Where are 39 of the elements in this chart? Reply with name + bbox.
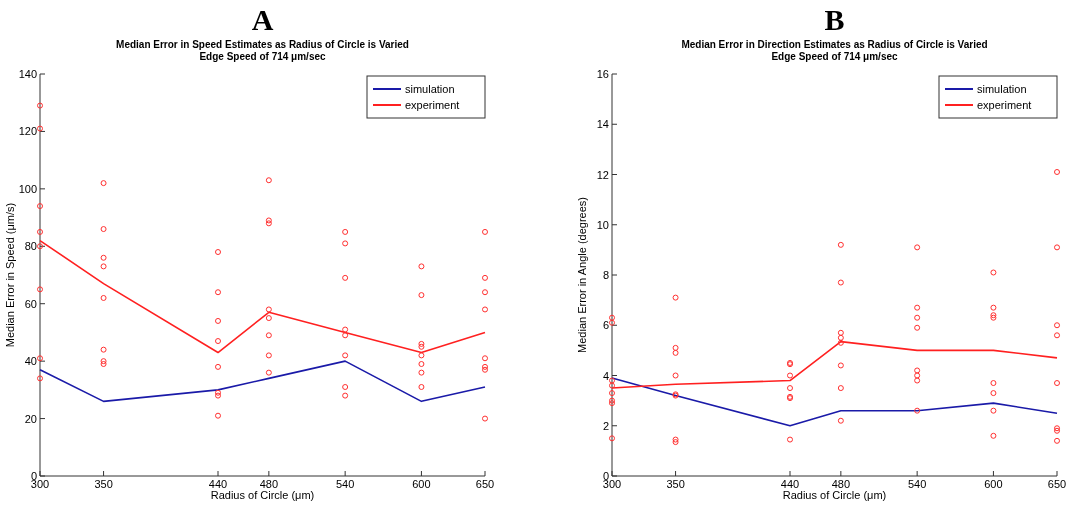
x-axis-title: Radius of Circle (μm): [782, 489, 887, 501]
y-tick-label: 20: [24, 412, 37, 425]
x-tick-label: 440: [780, 478, 800, 490]
y-tick-label: 80: [24, 240, 37, 253]
x-tick-label: 540: [335, 478, 355, 490]
legend-label: experiment: [977, 99, 1032, 111]
legend-label: simulation: [977, 83, 1027, 95]
y-tick-label: 140: [18, 68, 37, 80]
x-tick-label: 650: [475, 478, 495, 490]
chart-subtitle: Median Error in Direction Estimates as Radius of Circle is Varied Edge Speed of 714 μm/sec: [681, 39, 988, 62]
y-tick-label: 6: [602, 319, 609, 332]
y-tick-label: 14: [596, 118, 609, 131]
x-tick-label: 440: [208, 478, 228, 490]
x-tick-label: 350: [94, 478, 113, 490]
x-tick-label: 600: [984, 478, 1003, 490]
y-tick-label: 40: [24, 355, 37, 368]
x-axis-title: Radius of Circle (μm): [210, 489, 315, 501]
x-tick-label: 480: [831, 478, 851, 490]
x-tick-label: 600: [412, 478, 431, 490]
chart-title: B: [824, 3, 845, 36]
y-tick-label: 16: [596, 68, 609, 80]
x-tick-label: 650: [1047, 478, 1067, 490]
y-axis-title: Median Error in Speed (μm/s): [4, 202, 16, 348]
y-tick-label: 2: [602, 419, 609, 432]
x-tick-label: 480: [259, 478, 279, 490]
y-tick-label: 12: [596, 168, 609, 181]
chart-subtitle: Median Error in Speed Estimates as Radius of Circle is Varied Edge Speed of 714 μm/sec: [116, 39, 409, 62]
y-tick-label: 60: [24, 297, 37, 310]
chart-title: A: [251, 3, 274, 36]
y-tick-label: 100: [18, 182, 37, 195]
x-tick-label: 540: [907, 478, 927, 490]
y-axis-title: Median Error in Angle (degrees): [576, 197, 588, 353]
y-tick-label: 120: [18, 125, 37, 138]
y-tick-label: 10: [596, 218, 609, 231]
y-tick-label: 4: [602, 369, 609, 382]
legend-label: experiment: [405, 99, 460, 111]
x-tick-label: 350: [666, 478, 685, 490]
y-tick-label: 8: [602, 269, 609, 281]
legend-label: simulation: [405, 83, 455, 95]
